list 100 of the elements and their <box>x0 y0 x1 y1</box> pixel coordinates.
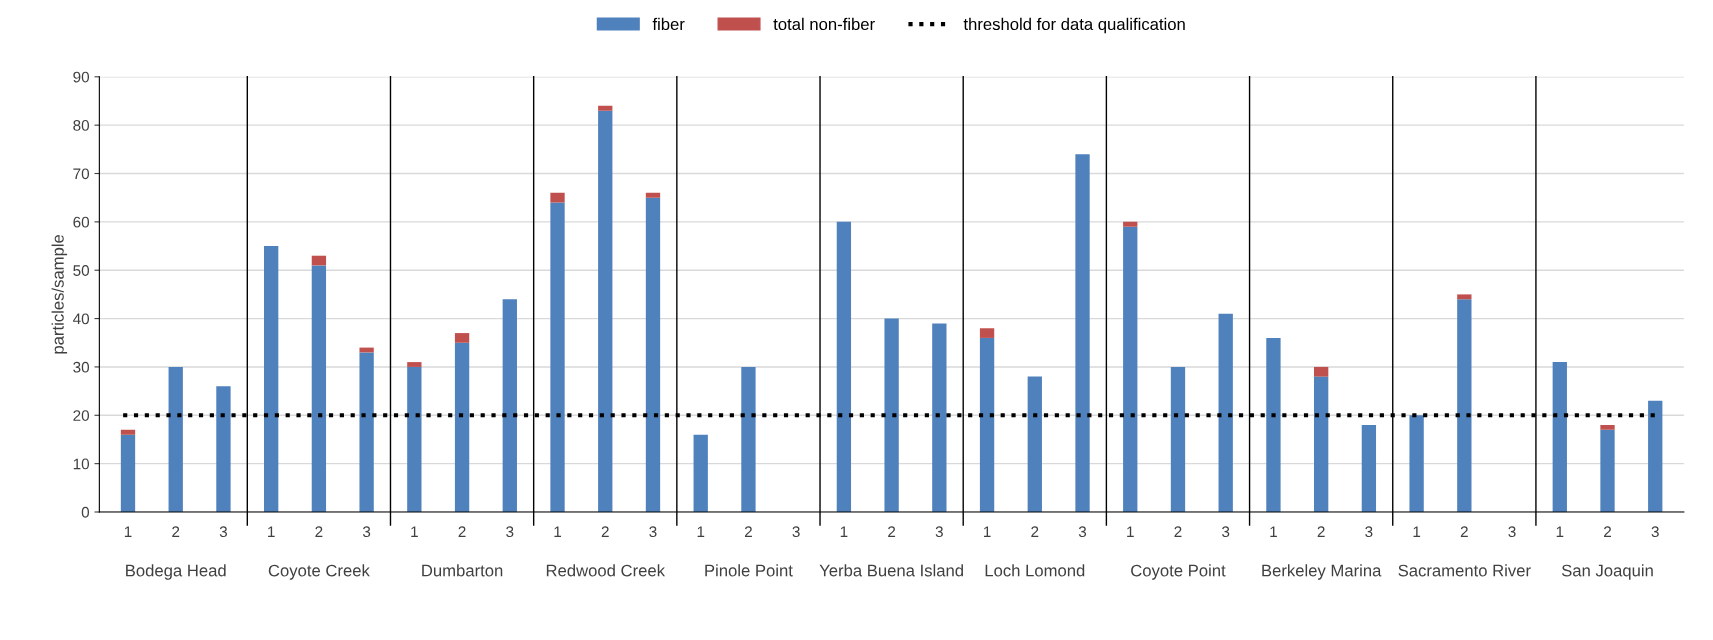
x-tick-label: 2 <box>458 526 466 537</box>
bar <box>1457 299 1472 512</box>
text: Loch Lomond <box>985 564 1085 577</box>
bar <box>598 110 613 512</box>
x-tick-label: 1 <box>840 526 848 537</box>
bar <box>598 105 613 111</box>
x-tick-label: 1 <box>1556 526 1564 537</box>
x-tick-label: 1 <box>697 526 705 537</box>
bar <box>1314 376 1329 512</box>
x-tick-label: 3 <box>1651 526 1659 538</box>
x-tick-label: 2 <box>744 526 752 537</box>
x-tick-label: 3 <box>219 526 228 538</box>
bar <box>693 434 708 512</box>
bar <box>1266 337 1281 512</box>
bar <box>120 429 136 435</box>
y-tick-label: 20 <box>73 410 90 421</box>
bar <box>979 337 995 512</box>
legend-label: fiber <box>652 17 685 31</box>
text: San Joaquin <box>1561 564 1653 580</box>
x-tick-label: 1 <box>1127 526 1134 537</box>
bar <box>216 386 231 512</box>
bar <box>311 265 327 512</box>
bar <box>550 202 565 512</box>
y-tick-label: 10 <box>73 458 90 470</box>
x-tick-label: 2 <box>1174 526 1182 537</box>
x-tick-label: 2 <box>1031 526 1039 537</box>
x-tick-label: 3 <box>362 526 371 538</box>
text: Redwood Creek <box>546 564 666 577</box>
x-tick-label: 2 <box>172 526 180 537</box>
bar <box>550 192 565 203</box>
text: Bodega Head <box>126 564 226 580</box>
text: Sacramento River <box>1398 564 1531 577</box>
x-tick-label: 3 <box>792 526 800 538</box>
bar <box>1218 313 1233 512</box>
text: Coyote Creek <box>268 564 370 580</box>
bar <box>1457 294 1472 300</box>
bar <box>264 246 279 512</box>
y-tick-label: 70 <box>73 168 90 180</box>
y-tick-label: 90 <box>73 71 90 83</box>
bar <box>1123 221 1138 227</box>
bar <box>1552 362 1567 512</box>
bar <box>407 366 422 512</box>
x-tick-label: 1 <box>983 526 991 537</box>
x-tick-label: 2 <box>888 526 896 537</box>
text: Dumbarton <box>422 564 503 577</box>
x-tick-label: 1 <box>554 526 562 537</box>
x-tick-label: 1 <box>411 526 418 537</box>
bar <box>1314 366 1329 377</box>
bar <box>1648 400 1663 512</box>
x-tick-label: 1 <box>124 526 132 537</box>
text: Coyote Point <box>1131 564 1226 580</box>
bar <box>311 255 327 266</box>
bar <box>645 197 661 512</box>
y-tick-label: 60 <box>73 216 90 228</box>
bar <box>120 434 136 512</box>
bar <box>454 342 470 512</box>
bar <box>932 323 947 512</box>
x-tick-label: 3 <box>1365 526 1373 538</box>
bar <box>1600 424 1615 430</box>
bar <box>1600 429 1615 512</box>
bar <box>645 192 661 198</box>
bar <box>1123 226 1138 512</box>
bar <box>1075 154 1090 512</box>
x-tick-label: 3 <box>649 526 657 538</box>
x-tick-label: 2 <box>1317 526 1325 537</box>
bar <box>454 333 470 343</box>
bar <box>168 366 183 512</box>
legend-label: threshold for data qualification <box>963 17 1185 34</box>
bar <box>884 318 899 512</box>
bar <box>836 221 852 512</box>
y-tick-label: 40 <box>72 313 90 325</box>
x-tick-label: 3 <box>1508 526 1516 538</box>
x-tick-label: 3 <box>1078 526 1087 538</box>
x-tick-label: 2 <box>601 526 609 537</box>
x-tick-label: 3 <box>506 526 514 538</box>
text: Pinole Point <box>705 564 793 577</box>
x-tick-label: 1 <box>268 526 275 537</box>
bar <box>1361 424 1377 512</box>
x-tick-label: 2 <box>1460 526 1468 537</box>
legend-label: total non-fiber <box>773 17 875 31</box>
text: Berkeley Marina <box>1262 564 1382 580</box>
bar <box>1027 376 1042 512</box>
bar <box>502 299 517 512</box>
text: Yerba Buena Island <box>819 564 963 577</box>
x-tick-label: 2 <box>315 526 323 537</box>
x-tick-label: 3 <box>1222 526 1230 538</box>
y-tick-label: 80 <box>73 120 90 131</box>
bar <box>979 328 995 338</box>
y-tick-label: 30 <box>73 361 90 373</box>
bar <box>741 366 756 512</box>
bar <box>359 352 374 512</box>
bar <box>407 362 422 367</box>
bar <box>1409 415 1424 512</box>
y-axis-title: particles/sample <box>51 234 68 354</box>
y-tick-label: 0 <box>81 506 90 518</box>
x-tick-label: 1 <box>1413 526 1421 537</box>
x-tick-label: 3 <box>935 526 943 538</box>
x-tick-label: 1 <box>1270 526 1277 537</box>
x-tick-label: 2 <box>1604 526 1611 537</box>
bar <box>1170 366 1186 512</box>
